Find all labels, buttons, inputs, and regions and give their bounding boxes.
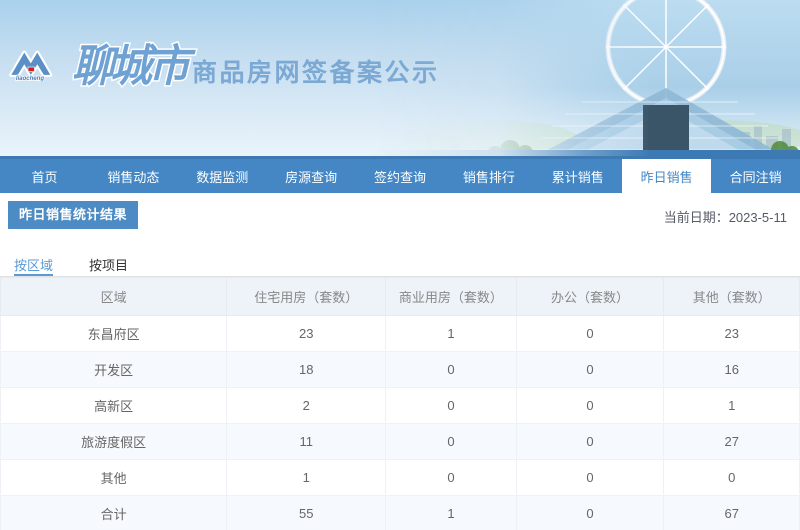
svg-text:liaocheng: liaocheng bbox=[16, 76, 44, 82]
